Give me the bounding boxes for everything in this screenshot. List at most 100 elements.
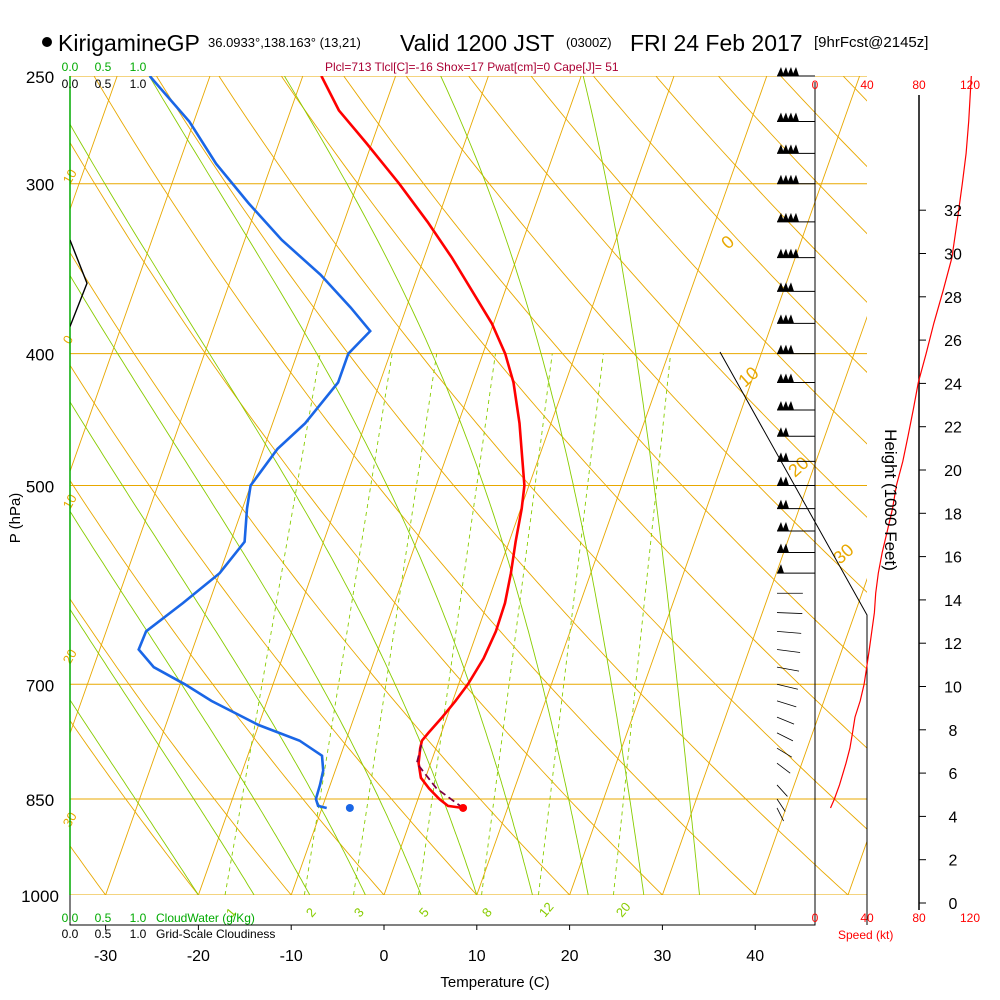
background-lines bbox=[70, 76, 867, 895]
dry-adiabat-line bbox=[70, 598, 292, 895]
valid-zulu: (0300Z) bbox=[566, 35, 612, 50]
pressure-tick-label: 500 bbox=[26, 478, 54, 497]
isotherm-line bbox=[70, 76, 211, 473]
valid-date: FRI 24 Feb 2017 bbox=[630, 30, 803, 56]
moist-adiabat-line bbox=[440, 76, 645, 895]
wind-barb-flag bbox=[782, 427, 789, 437]
dry-adiabat-line bbox=[93, 76, 756, 895]
wind-barb-flag bbox=[787, 314, 794, 324]
mixing-ratio-line bbox=[418, 353, 496, 895]
wind-barb bbox=[776, 807, 784, 822]
speed-tick-label-bottom: 40 bbox=[860, 911, 874, 925]
wind-barb-flag bbox=[777, 400, 784, 410]
cloud-water-tick-label-bottom: 1.0 bbox=[130, 911, 147, 925]
cloud-water-axis-title: CloudWater (g/Kg) bbox=[156, 911, 255, 925]
speed-tick-label-top: 0 bbox=[812, 78, 819, 92]
wind-barb-flag bbox=[787, 67, 794, 76]
cloudiness-axis-title: Grid-Scale Cloudiness bbox=[156, 927, 275, 941]
height-tick-label: 2 bbox=[949, 853, 958, 870]
wind-barb bbox=[776, 683, 798, 690]
wind-barb bbox=[776, 700, 797, 708]
dry-adiabat-line bbox=[70, 141, 663, 895]
dry-adiabat-line bbox=[218, 76, 867, 830]
cloud-water-tick-label-bottom: 0.5 bbox=[95, 911, 112, 925]
moist-adiabat-line bbox=[70, 608, 255, 895]
hodograph-boundary bbox=[719, 351, 868, 925]
wind-barb-flag bbox=[777, 314, 784, 324]
moist-adiabat-line bbox=[148, 76, 533, 895]
speed-tick-label-bottom: 120 bbox=[960, 911, 980, 925]
mixing-ratio-line bbox=[224, 353, 321, 895]
wind-barb-flag bbox=[777, 112, 784, 122]
wind-barb bbox=[776, 630, 802, 634]
moist-adiabat-line bbox=[70, 401, 366, 895]
wind-barb-flag bbox=[792, 212, 799, 222]
x-axis-title: Temperature (C) bbox=[440, 974, 549, 991]
wind-barb-flag bbox=[792, 67, 799, 76]
wind-hodograph bbox=[776, 67, 815, 822]
profile-traces bbox=[70, 76, 526, 812]
cloud-water-profile bbox=[70, 239, 88, 327]
wind-barb-flag bbox=[777, 564, 784, 574]
wind-barb-flag bbox=[787, 212, 794, 222]
moist-adiabat-line bbox=[70, 274, 422, 895]
station-coords: 36.0933°,138.163° (13,21) bbox=[208, 35, 361, 50]
wind-barb-flag bbox=[792, 112, 799, 122]
wind-barb-flag bbox=[777, 282, 784, 292]
dry-adiabat-line bbox=[156, 76, 849, 895]
cloudiness-tick-label-bottom: 0.5 bbox=[95, 927, 112, 941]
mixing-ratio-line bbox=[481, 353, 553, 895]
cloudiness-tick-label-top: 0.0 bbox=[62, 77, 79, 91]
dry-adiabat-line bbox=[405, 76, 867, 593]
moist-adiabat-line bbox=[70, 123, 478, 895]
wind-barb-flag bbox=[792, 174, 799, 184]
height-tick-label: 6 bbox=[949, 766, 958, 783]
sounding-indices: Plcl=713 Tlcl[C]=-16 Shox=17 Pwat[cm]=0 … bbox=[325, 60, 619, 74]
wind-barb-flag bbox=[782, 112, 789, 122]
dry-adiabat-line bbox=[70, 251, 570, 895]
wind-barb-flag bbox=[782, 476, 789, 486]
wind-barb-flag bbox=[782, 67, 789, 76]
y-axis-title: P (hPa) bbox=[7, 493, 24, 544]
wind-barb-flag bbox=[777, 499, 784, 509]
height-tick-label: 26 bbox=[944, 333, 962, 350]
height-tick-label: 16 bbox=[944, 550, 962, 567]
wind-barb bbox=[776, 732, 794, 742]
height-tick-label: 22 bbox=[944, 420, 962, 437]
moist-adiabat-line bbox=[70, 510, 311, 895]
dry-adiabat-line bbox=[468, 76, 867, 518]
x-tick-label: 10 bbox=[468, 948, 486, 965]
wind-barb-flag bbox=[777, 373, 784, 383]
station-marker bbox=[42, 37, 52, 47]
height-tick-label: 24 bbox=[944, 376, 962, 393]
wind-barb-flag bbox=[782, 499, 789, 509]
wind-barb-flag bbox=[782, 452, 789, 462]
wind-speed-line bbox=[829, 75, 972, 809]
pressure-tick-label: 250 bbox=[26, 68, 54, 87]
station-name: KirigamineGP bbox=[58, 30, 200, 56]
wind-barb-flag bbox=[782, 344, 789, 354]
cloudiness-tick-label-top: 0.5 bbox=[95, 77, 112, 91]
wind-barb bbox=[776, 747, 793, 758]
height-tick-label: 12 bbox=[944, 636, 962, 653]
wind-barb-flag bbox=[782, 248, 789, 258]
wind-barb-flag bbox=[787, 344, 794, 354]
wind-barb bbox=[776, 716, 795, 725]
wind-barb-flag bbox=[777, 144, 784, 154]
speed-axis-title: Speed (kt) bbox=[838, 928, 893, 942]
wind-barb-flag bbox=[782, 314, 789, 324]
dry-adiabat-line bbox=[530, 76, 867, 445]
height-tick-label: 18 bbox=[944, 506, 962, 523]
height-tick-label: 8 bbox=[949, 723, 958, 740]
moist-adiabat-line bbox=[284, 76, 589, 895]
cloud-water-tick-label-top: 0.5 bbox=[95, 60, 112, 74]
speed-tick-label-top: 120 bbox=[960, 78, 980, 92]
cloudiness-tick-label-top: 1.0 bbox=[130, 77, 147, 91]
wind-barb-flag bbox=[792, 248, 799, 258]
cloudiness-tick-label-bottom: 0.0 bbox=[62, 927, 79, 941]
wind-barb-flag bbox=[777, 248, 784, 258]
speed-tick-label-top: 40 bbox=[860, 78, 874, 92]
wind-barb-flag bbox=[787, 373, 794, 383]
wind-barb-flag bbox=[782, 212, 789, 222]
